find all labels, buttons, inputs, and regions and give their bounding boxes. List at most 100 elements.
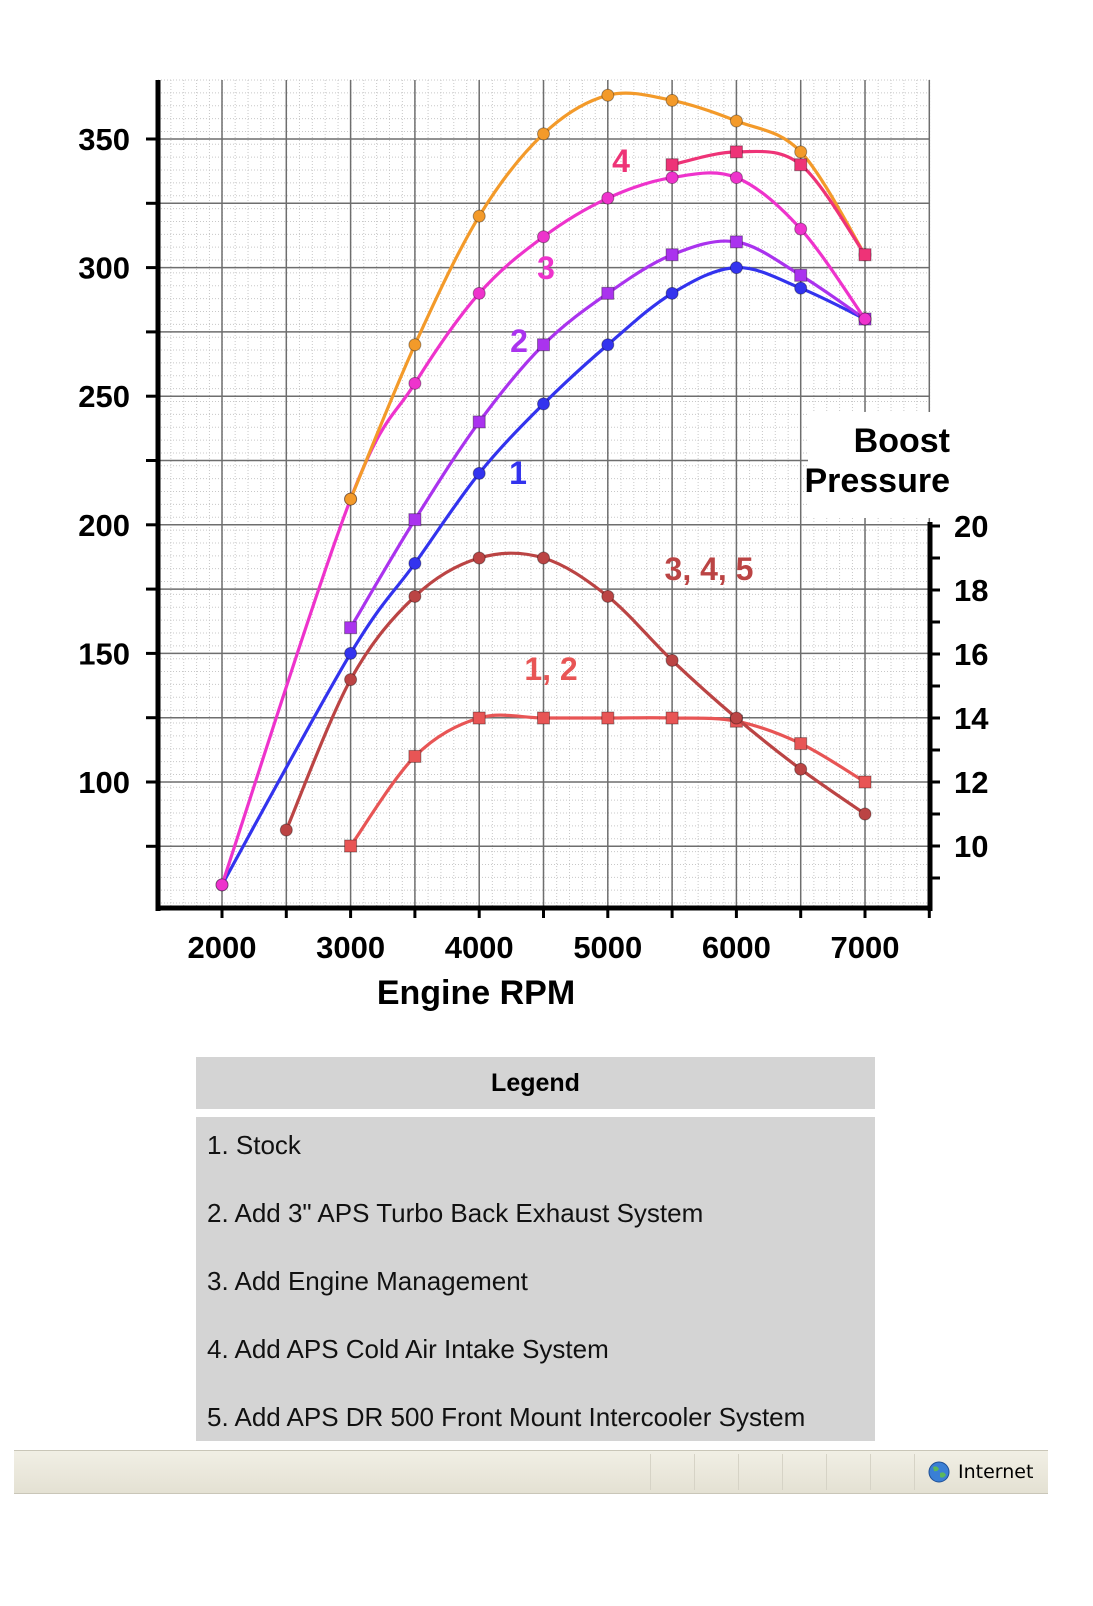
data-point xyxy=(472,466,486,480)
data-point xyxy=(665,711,679,725)
data-point xyxy=(858,775,872,789)
series-label: 4 xyxy=(612,143,630,179)
legend-body: 1. Stock 2. Add 3" APS Turbo Back Exhaus… xyxy=(196,1117,875,1441)
series-line xyxy=(284,551,866,831)
data-point xyxy=(665,171,679,185)
boost-title-background xyxy=(808,412,953,518)
data-point xyxy=(408,376,422,390)
y2-tick-label: 14 xyxy=(954,701,989,736)
y-tick-label: 300 xyxy=(78,251,130,286)
status-pane xyxy=(826,1454,827,1490)
data-point xyxy=(665,158,679,172)
data-point xyxy=(537,338,550,352)
status-pane xyxy=(870,1454,871,1490)
y2-tick-label: 10 xyxy=(954,829,988,864)
data-point xyxy=(344,646,358,660)
y2-tick-label: 12 xyxy=(954,765,988,800)
legend-item-engine-management: 3. Add Engine Management xyxy=(207,1266,528,1296)
data-point xyxy=(601,88,615,102)
status-pane xyxy=(738,1454,739,1490)
y2-tick-label: 20 xyxy=(954,509,988,544)
y-tick-label: 200 xyxy=(78,508,130,543)
chart-labels: 1 2 3 4 3, 4, 5 1, 2 xyxy=(509,143,753,687)
data-point xyxy=(537,551,550,565)
series-1 xyxy=(344,235,872,635)
series-label: 2 xyxy=(510,323,528,359)
data-point xyxy=(601,286,615,300)
data-point xyxy=(601,191,615,205)
x-tick-label: 2000 xyxy=(188,930,257,965)
legend-item-exhaust: 2. Add 3" APS Turbo Back Exhaust System xyxy=(207,1198,704,1228)
legend-item-stock: 1. Stock xyxy=(207,1130,301,1160)
data-point xyxy=(729,261,743,275)
status-pane xyxy=(782,1454,783,1490)
zone-label: Internet xyxy=(958,1461,1034,1483)
series-line xyxy=(349,91,867,500)
data-point xyxy=(472,415,486,429)
status-pane xyxy=(650,1454,651,1490)
y-tick-label: 100 xyxy=(78,765,130,800)
chart-axes: 100 150 200 250 300 350 2000 3000 4000 5000 6000 70… xyxy=(78,80,989,965)
legend-item-cold-air-intake: 4. Add APS Cold Air Intake System xyxy=(207,1334,609,1364)
legend-title: Legend xyxy=(196,1057,875,1109)
data-point xyxy=(665,653,679,667)
data-point xyxy=(408,513,422,527)
data-point xyxy=(344,673,358,687)
data-point xyxy=(215,878,229,892)
series-line xyxy=(220,171,867,886)
data-point xyxy=(601,589,615,603)
data-point xyxy=(665,93,679,107)
data-point xyxy=(472,286,486,300)
y-tick-label: 350 xyxy=(78,122,130,157)
x-tick-label: 4000 xyxy=(445,930,514,965)
data-point xyxy=(729,711,743,725)
series-5 xyxy=(279,551,872,837)
data-point xyxy=(601,711,615,725)
y-tick-label: 150 xyxy=(78,636,130,671)
x-axis-title: Engine RPM xyxy=(377,974,575,1012)
data-point xyxy=(858,807,872,821)
data-point xyxy=(472,209,486,223)
data-point xyxy=(408,338,422,352)
data-point xyxy=(665,286,679,300)
data-point xyxy=(537,230,550,244)
x-tick-label: 3000 xyxy=(316,930,385,965)
data-point xyxy=(729,145,743,159)
data-point xyxy=(729,171,743,185)
x-tick-label: 6000 xyxy=(702,930,771,965)
data-point xyxy=(408,749,422,763)
data-point xyxy=(472,551,486,565)
series-3 xyxy=(665,145,872,262)
data-point xyxy=(408,556,422,570)
series-2 xyxy=(215,171,872,892)
data-point xyxy=(344,492,358,506)
series-label: 3, 4, 5 xyxy=(665,551,754,587)
data-point xyxy=(537,711,550,725)
legend-table: Legend 1. Stock 2. Add 3" APS Turbo Back… xyxy=(196,1057,875,1441)
data-point xyxy=(794,281,808,295)
data-point xyxy=(665,248,679,262)
data-point xyxy=(858,312,872,326)
series-0 xyxy=(215,261,872,892)
data-point xyxy=(408,589,422,603)
data-point xyxy=(794,268,808,282)
x-tick-label: 5000 xyxy=(573,930,642,965)
data-point xyxy=(279,823,293,837)
series-line xyxy=(671,149,867,256)
data-point xyxy=(794,737,808,751)
data-point xyxy=(794,762,808,776)
y2-tick-label: 18 xyxy=(954,573,988,608)
performance-chart: 100 150 200 250 300 350 2000 3000 4000 5000 6000 70… xyxy=(78,79,989,1012)
series-label: 1, 2 xyxy=(524,651,577,687)
status-pane xyxy=(914,1454,915,1490)
series-line xyxy=(349,239,866,629)
globe-icon xyxy=(928,1461,950,1483)
chart-series xyxy=(215,88,872,892)
chart-grid xyxy=(157,79,931,908)
browser-status-bar: Internet xyxy=(14,1450,1048,1494)
data-point xyxy=(344,839,358,853)
data-point xyxy=(794,222,808,236)
data-point xyxy=(858,248,872,262)
series-label: 3 xyxy=(537,250,555,286)
legend-item-intercooler: 5. Add APS DR 500 Front Mount Intercoole… xyxy=(207,1402,806,1432)
